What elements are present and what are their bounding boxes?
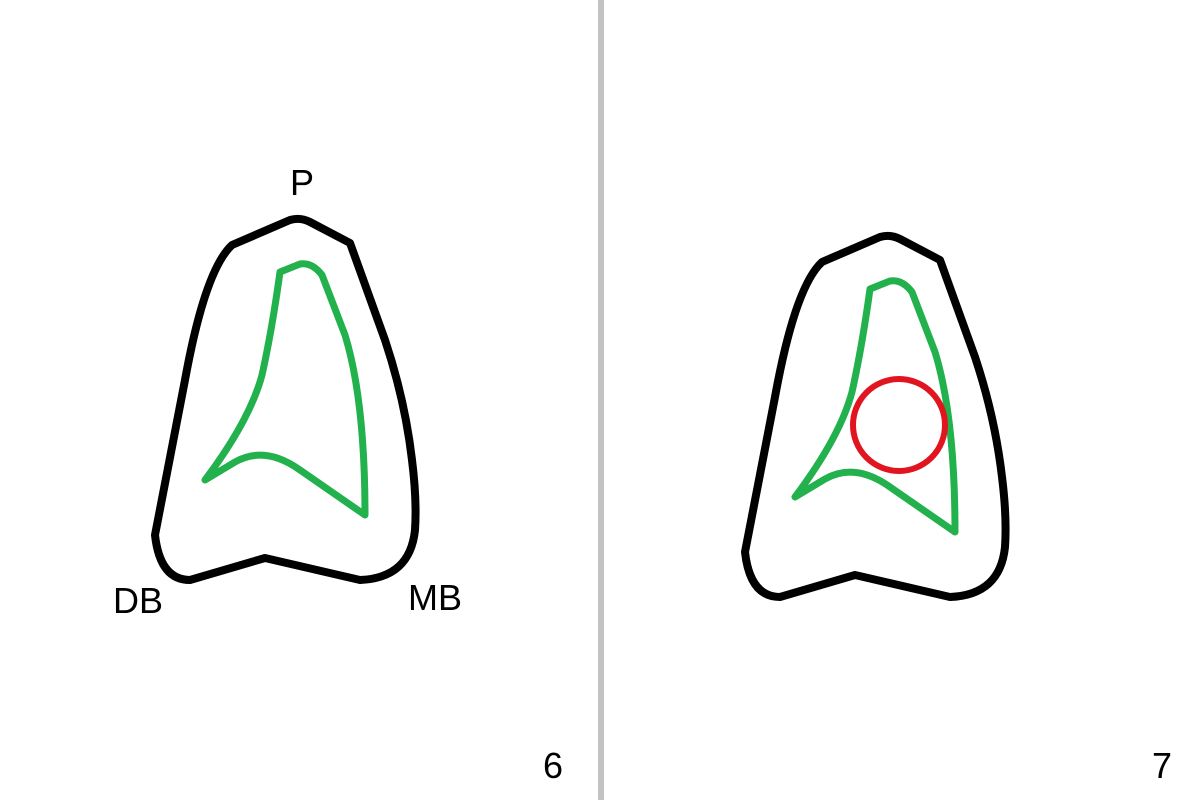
- panel-number-right: 7: [1152, 745, 1173, 786]
- label-distobuccal: DB: [113, 580, 164, 621]
- label-palatal: P: [290, 162, 315, 203]
- label-mesiobuccal: MB: [408, 577, 462, 618]
- canal-outline-right: [795, 281, 955, 532]
- panel-number-left: 6: [543, 745, 564, 786]
- canal-outline-left: [201, 260, 369, 519]
- tooth-outline-left: [151, 214, 420, 584]
- highlight-circle: [850, 376, 948, 474]
